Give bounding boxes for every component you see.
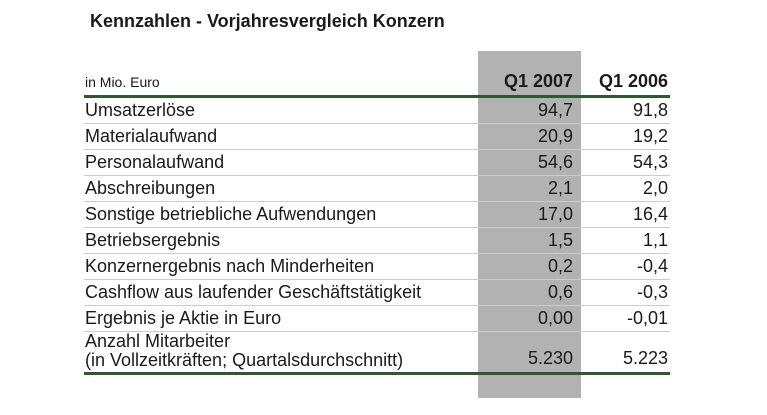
value-q1-2006: 19,2 [632,126,668,146]
value-q1-2007: 94,7 [537,100,573,120]
row-label: Konzernergebnis nach Minderheiten [85,256,375,276]
table-row-umsatzerloese: Umsatzerlöse 94,7 91,8 [84,98,670,124]
table-header-row: in Mio. Euro Q1 2007 Q1 2006 [84,51,670,98]
value-q1-2006: 2,0 [642,178,668,198]
value-q1-2006: -0,3 [636,282,668,302]
value-q1-2007: 20,9 [537,126,573,146]
row-label: Betriebsergebnis [85,230,221,250]
value-q1-2007: 1,5 [547,230,573,250]
row-label: Materialaufwand [85,126,218,146]
table-row-anzahl-mitarbeiter: Anzahl Mitarbeiter (in Vollzeitkräften; … [84,332,670,372]
row-label: Ergebnis je Aktie in Euro [85,308,282,328]
row-label: Personalaufwand [85,152,225,172]
table-row-betriebsergebnis: Betriebsergebnis 1,5 1,1 [84,228,670,254]
table-row-ergebnis-je-aktie: Ergebnis je Aktie in Euro 0,00 -0,01 [84,306,670,332]
table-row-abschreibungen: Abschreibungen 2,1 2,0 [84,176,670,202]
table-row-konzernergebnis: Konzernergebnis nach Minderheiten 0,2 -0… [84,254,670,280]
column-header-q1-2006: Q1 2006 [598,71,668,91]
table-row-personalaufwand: Personalaufwand 54,6 54,3 [84,150,670,176]
page-title: Kennzahlen - Vorjahresvergleich Konzern [90,11,445,31]
q1-2007-highlight-band [478,51,581,398]
table-row-cashflow: Cashflow aus laufender Geschäftstätigkei… [84,280,670,306]
table-row-sonstige-aufwendungen: Sonstige betriebliche Aufwendungen 17,0 … [84,202,670,228]
bottom-rule [84,372,670,375]
row-label: Sonstige betriebliche Aufwendungen [85,204,377,224]
value-q1-2007: 0,00 [537,308,573,328]
value-q1-2007: 54,6 [537,152,573,172]
value-q1-2007: 0,6 [547,282,573,302]
value-q1-2007: 17,0 [537,204,573,224]
kpi-table: in Mio. Euro Q1 2007 Q1 2006 Umsatzerlös… [84,51,670,398]
row-label: Cashflow aus laufender Geschäftstätigkei… [85,282,422,302]
value-q1-2006: 1,1 [642,230,668,250]
value-q1-2007: 2,1 [547,178,573,198]
value-q1-2007: 5.230 [527,348,573,368]
value-q1-2007: 0,2 [547,256,573,276]
row-label: Abschreibungen [85,178,216,198]
value-q1-2006: 16,4 [632,204,668,224]
value-q1-2006: 5.223 [622,348,668,368]
value-q1-2006: 54,3 [632,152,668,172]
value-q1-2006: -0,01 [626,308,668,328]
row-label: Umsatzerlöse [85,100,196,120]
value-q1-2006: 91,8 [632,100,668,120]
unit-label: in Mio. Euro [85,74,160,90]
value-q1-2006: -0,4 [636,256,668,276]
row-label: Anzahl Mitarbeiter (in Vollzeitkräften; … [85,331,404,370]
table-row-materialaufwand: Materialaufwand 20,9 19,2 [84,124,670,150]
column-header-q1-2007: Q1 2007 [503,71,573,91]
